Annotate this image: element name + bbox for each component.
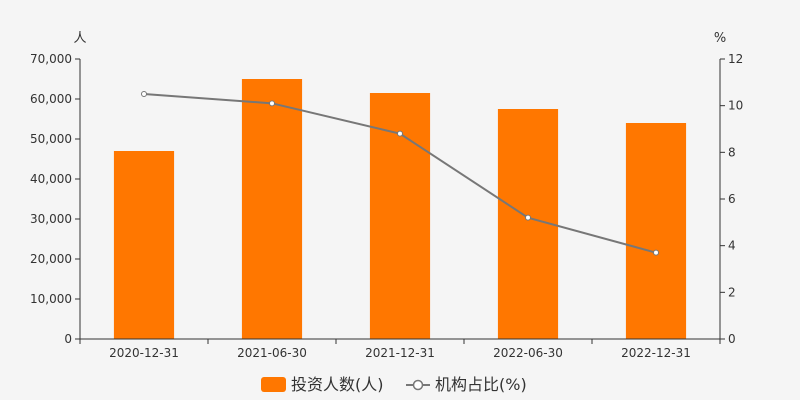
right-tick-label: 12 bbox=[728, 52, 743, 66]
line-point bbox=[397, 130, 403, 137]
x-tick-label: 2022-12-31 bbox=[621, 346, 691, 360]
x-tick-label: 2021-06-30 bbox=[237, 346, 307, 360]
left-axis-unit: 人 bbox=[73, 31, 86, 46]
bar bbox=[113, 151, 175, 339]
right-tick-label: 0 bbox=[728, 332, 736, 346]
bar bbox=[241, 79, 303, 339]
bar bbox=[625, 123, 687, 339]
left-tick-label: 30,000 bbox=[30, 212, 72, 226]
right-tick-label: 2 bbox=[728, 285, 736, 299]
right-tick-label: 4 bbox=[728, 239, 736, 253]
line-point bbox=[653, 249, 659, 256]
left-tick-label: 0 bbox=[64, 332, 72, 346]
left-tick-label: 40,000 bbox=[30, 172, 72, 186]
left-tick-label: 60,000 bbox=[30, 92, 72, 106]
line-point bbox=[525, 214, 531, 221]
legend-bar-swatch bbox=[261, 377, 286, 392]
legend-bar-label: 投资人数(人) bbox=[291, 375, 384, 394]
right-y-ticks: 0 2 4 6 8 10 12 bbox=[720, 52, 743, 346]
legend-line-label: 机构占比(%) bbox=[435, 375, 527, 394]
legend: 投资人数(人) 机构占比(%) bbox=[261, 375, 527, 394]
left-y-ticks: 0 10,000 20,000 30,000 40,000 50,000 60,000 70,… bbox=[30, 52, 80, 346]
right-tick-label: 8 bbox=[728, 145, 736, 159]
line-point bbox=[269, 100, 275, 107]
x-tick-label: 2022-06-30 bbox=[493, 346, 563, 360]
x-ticks: 2020-12-31 2021-06-30 2021-12-31 2022-06-30… bbox=[79, 339, 721, 360]
bar bbox=[369, 93, 431, 339]
left-tick-label: 70,000 bbox=[30, 52, 72, 66]
right-tick-label: 10 bbox=[728, 99, 743, 113]
left-tick-label: 10,000 bbox=[30, 292, 72, 306]
right-axis-unit: % bbox=[714, 31, 726, 46]
line-series bbox=[141, 91, 659, 256]
right-tick-label: 6 bbox=[728, 192, 736, 206]
left-tick-label: 50,000 bbox=[30, 132, 72, 146]
left-tick-label: 20,000 bbox=[30, 252, 72, 266]
legend-line-marker bbox=[412, 379, 424, 391]
x-tick-label: 2020-12-31 bbox=[109, 346, 179, 360]
x-tick-label: 2021-12-31 bbox=[365, 346, 435, 360]
line-point bbox=[141, 91, 147, 97]
